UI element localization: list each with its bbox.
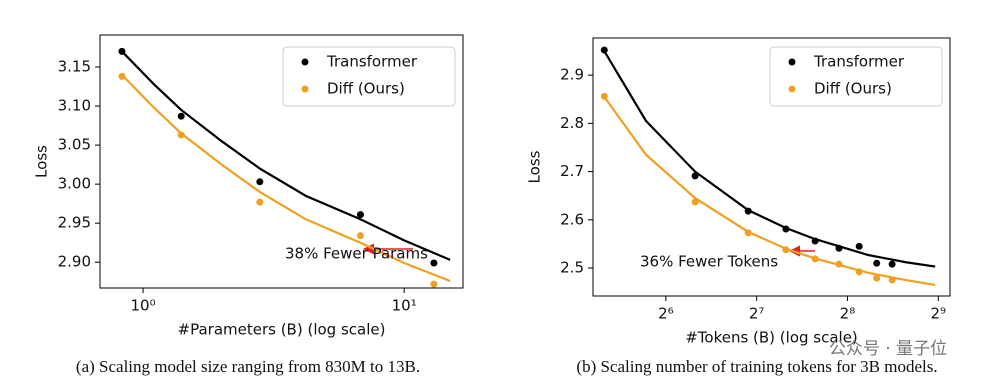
fit-line [121,74,451,282]
x-tick-label: 2⁶ [658,305,674,323]
data-point [430,280,438,288]
plot-frame [99,34,464,289]
legend-marker [788,58,796,66]
x-tick-label: 2⁷ [749,305,765,323]
data-point [782,246,790,254]
legend-box [282,46,456,107]
data-point [835,260,843,268]
y-tick-label: 3.00 [58,175,91,193]
legend-marker [788,85,796,93]
y-tick-label: 3.10 [58,97,91,115]
legend-label: Transformer [326,53,418,71]
watermark: 公众号 · 量子位 [829,339,947,359]
y-tick-label: 2.7 [560,162,584,180]
data-point [177,112,185,120]
data-point [835,244,843,252]
legend-label: Transformer [813,53,905,71]
y-tick-label: 2.6 [560,210,584,228]
annotation: 38% Fewer Params [285,245,428,263]
annotation: 36% Fewer Tokens [640,253,778,271]
data-point [600,46,608,54]
data-point [256,198,264,206]
data-point [811,237,819,245]
y-tick-label: 2.90 [58,253,91,271]
y-tick-label: 3.05 [58,136,91,154]
data-point [691,198,699,206]
data-point [356,211,364,219]
y-tick-label: 2.5 [560,259,584,277]
data-point [855,268,863,276]
legend-label: Diff (Ours) [327,80,405,98]
data-point [744,229,752,237]
legend-marker [301,58,309,66]
y-tick-label: 2.9 [560,66,584,84]
y-axis-label: Loss [526,150,544,183]
data-point [888,276,896,284]
y-tick-label: 2.8 [560,114,584,132]
x-tick-label: 2⁸ [840,305,856,323]
data-point [256,178,264,186]
data-point [744,207,752,215]
legend-box [769,46,943,107]
data-point [811,255,819,263]
x-tick-label: 10⁰ [131,297,156,315]
data-point [873,274,881,282]
y-tick-label: 3.15 [58,58,91,76]
x-tick-label: 10¹ [392,297,417,315]
data-point [782,225,790,233]
data-point [118,47,126,55]
caption: (a) Scaling model size ranging from 830M… [76,357,420,376]
legend-label: Diff (Ours) [814,80,892,98]
data-point [691,172,699,180]
x-tick-label: 2⁹ [930,305,946,323]
data-point [356,232,364,240]
data-point [888,260,896,268]
y-tick-label: 2.95 [58,214,91,232]
data-point [873,259,881,267]
data-point [600,92,608,100]
plot-frame [592,37,951,297]
data-point [430,259,438,267]
y-axis-label: Loss [33,145,51,178]
legend-marker [301,85,309,93]
fit-line [121,50,451,261]
data-point [118,72,126,80]
x-axis-label: #Parameters (B) (log scale) [178,321,386,339]
caption: (b) Scaling number of training tokens fo… [576,357,937,376]
x-axis-label: #Tokens (B) (log scale) [685,329,858,347]
data-point [855,242,863,250]
data-point [177,131,185,139]
